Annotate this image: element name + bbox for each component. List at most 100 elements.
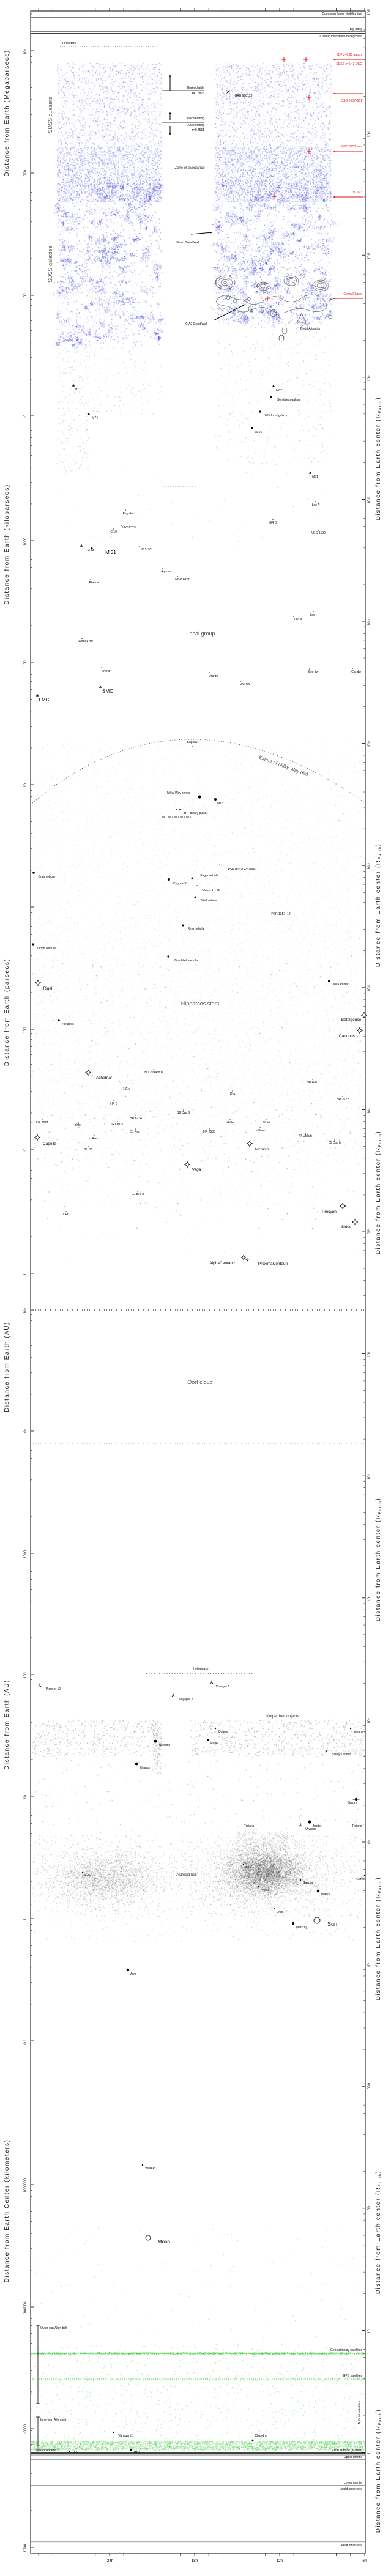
spacecraft-marker [38,1685,40,1687]
label-1: 1 [24,1273,28,1275]
label-55-cnc-b: 55 Cnc b [329,1141,341,1145]
spacecraft-marker [171,1695,174,1697]
label-achernar: Achernar [96,1076,113,1080]
label-qso-0957-561: QSO 0957+561 [341,99,362,103]
label-10-: 10⁴ [23,48,28,54]
star-dot-marker [113,1100,114,1101]
object-dot-marker [251,2439,254,2441]
label-gj-876-b: GJ 876 b [132,1193,144,1196]
label-1: 1 [24,906,28,909]
arrow-head [333,297,335,300]
dwarf-dot-marker [101,667,102,668]
object-dot-marker [154,1739,157,1743]
galaxy-contour-ellipse [328,314,333,319]
galaxy-contour-ellipse [220,279,230,286]
star-dot-marker [196,885,198,886]
object-dot-marker [198,795,201,799]
label-juno: Juno [245,1866,252,1870]
label-uranus: Uranus [140,1766,151,1770]
galaxy-triangle-marker [308,471,312,474]
star-dot-marker [137,1191,138,1192]
bright-star-marker [184,1161,191,1168]
galaxy-contour-ellipse [288,278,295,283]
star-dot-marker [232,1090,233,1092]
label-sirius: Sirius [341,1225,352,1229]
galaxy-triangle-marker [250,426,254,429]
galaxy-contour-ellipse [260,284,266,289]
label-10-: 10¹⁷ [367,375,371,382]
galaxy-triangle-marker [90,546,94,549]
label-pioneer-10: Pioneer 10 [46,1687,61,1691]
label-10-: 10¹⁹ [367,130,371,138]
object-dot-marker [214,798,217,801]
label-phe-dw: Phe dw [89,581,100,585]
label-inner-van-allen-belt: Inner van Allen belt [40,2418,67,2422]
object-dot-marker [258,1885,260,1887]
dwarf-dot-marker [90,579,91,580]
galaxy-contour-ellipse [317,283,324,289]
label-hr-8734: HR 8734 [130,1117,142,1120]
dwarf-dot-marker [315,501,316,502]
label-distance-from-earth-megaparsecs-: Distance from Earth (Megaparsecs) [4,50,10,176]
label-10: 10 [24,415,28,419]
label-sombrero-galaxy: Sombrero galaxy [277,398,300,402]
label-10: 10 [24,1795,28,1799]
label-hipparcos-stars: Hipparcos stars [181,1001,220,1007]
label-geostationary-satellites: Geostationary satellites [330,2348,362,2352]
label-1: 1 [24,1918,28,1920]
label--hor: ι Hor [75,1123,82,1127]
dwarf-dot-marker [313,611,314,612]
star-dot-marker [342,1096,343,1097]
label-orion-nebula: Orion Nebula [37,947,56,950]
galaxy-triangle-marker [258,410,262,413]
label-m81: M81 [312,475,318,479]
label-comoving-future-visibility-limit: Comoving future visibility limit [322,12,362,16]
right-axis-unit-label: Distance from Earth center (REarth) [375,1877,382,2000]
label-10-: 10¹⁸ [367,253,371,260]
star-dot-marker [219,864,220,865]
label-10-: 10⁵ [367,1840,371,1846]
label-vanguard-1: Vanguard 1 [118,2434,134,2438]
label-grb-990123: GRB 990123 [235,94,253,98]
galaxy-triangle-marker [72,383,75,387]
label-distance-from-earth-kiloparsecs-: Distance from Earth (kiloparsecs) [4,484,10,604]
object-dot-marker [363,1874,366,1876]
label-hr-2622: HR 2622 [337,1098,349,1101]
bright-star-marker [360,1012,368,1019]
label-quaoar: Quaoar [218,1730,229,1734]
label-smc: SMC [102,689,113,694]
label-distance-from-earth-au-: Distance from Earth (AU) [4,1679,10,1770]
arrow-head [169,75,171,77]
galaxy-triangle-marker [87,412,91,415]
object-dot-marker [242,1863,245,1865]
dwarf-dot-marker [139,546,140,547]
label-6h: 6h [362,2559,367,2563]
object-dot-marker [207,1739,209,1741]
label-10: 10 [24,783,28,788]
dwarf-dot-marker [318,530,319,531]
dwarf-dot-marker [272,519,274,520]
star-dot-marker [42,1119,43,1120]
spacecraft-marker [39,1685,42,1687]
label-gl-86: GL 86 [84,1148,92,1152]
spacecraft-marker [300,1824,302,1827]
label-ionosphere: Ionosphere [40,2449,56,2452]
label-alphacentauri: AlphaCentauri [209,1261,234,1265]
label-leo-a: Leo A [312,503,320,507]
object-dot-marker [141,2164,144,2166]
object-dot-marker [182,924,184,927]
object-dot-marker [191,877,193,879]
galaxy-contour-ellipse [223,281,227,284]
label-lower-mantle: Lower mantle [344,2481,362,2485]
object-dot-marker [32,943,34,946]
galaxy-contour-ellipse [258,283,268,290]
label-18h: 18h [192,2559,198,2563]
galaxy-triangle-marker [272,384,275,387]
label--boo: τ Boo [256,1129,264,1133]
label-m77: M77 [75,388,81,391]
bright-star-marker [356,1027,363,1034]
label-ngc-3109: NGC 3109 [311,531,326,535]
star-dot-marker [153,1069,154,1070]
star-dot-marker [65,1211,67,1212]
label-artificial-satellites: Artificial satellites [358,2400,362,2424]
